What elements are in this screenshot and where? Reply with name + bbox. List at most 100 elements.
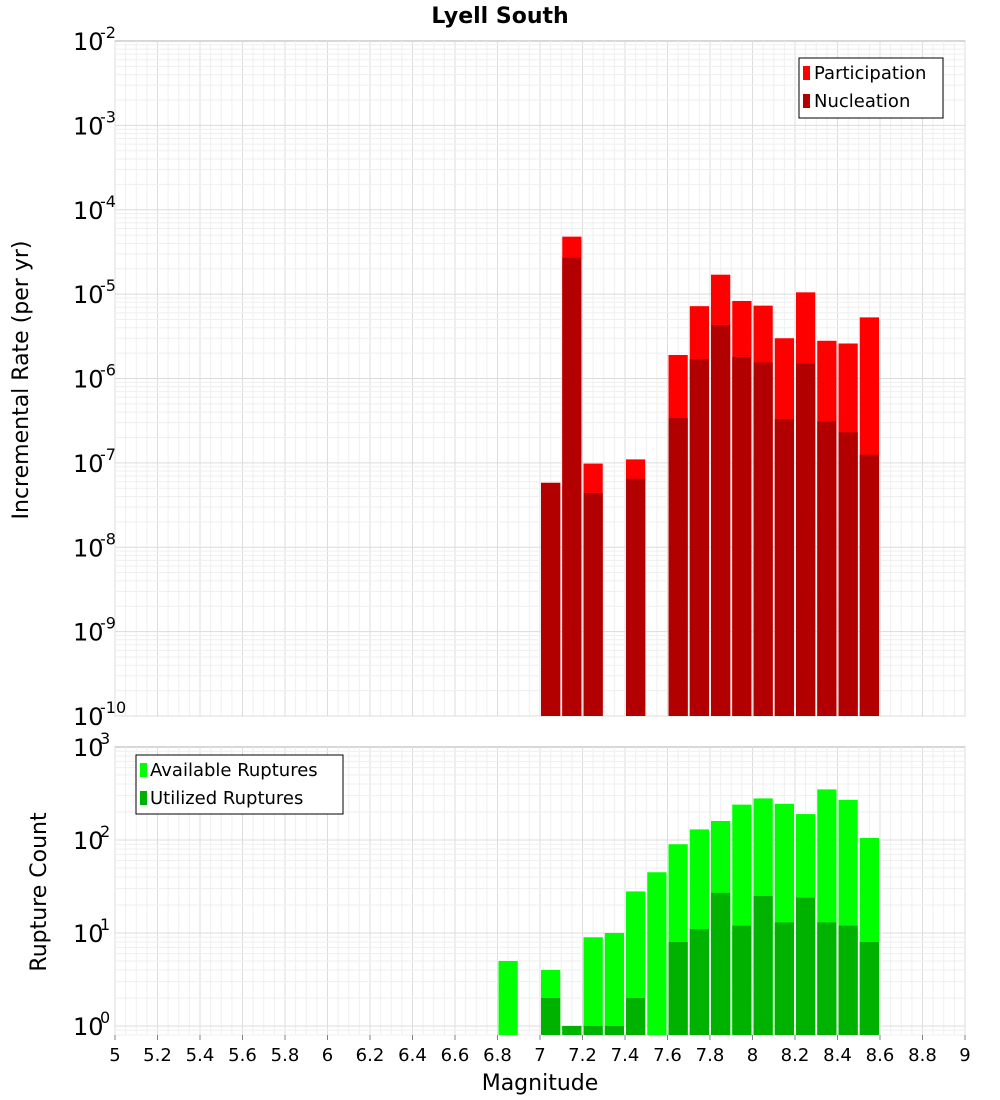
x-tick-label: 5.8 [271, 1045, 300, 1066]
bar-utilized [562, 1025, 582, 1035]
x-axis-label: Magnitude [482, 1071, 599, 1096]
legend-swatch-nucleation [803, 94, 810, 108]
y-tick-label: 10 [73, 734, 104, 762]
x-tick-label: 8.2 [781, 1045, 810, 1066]
y-tick-label: 10 [73, 827, 104, 855]
y-tick-label: 10 [73, 703, 104, 731]
bar-nucleation [838, 432, 858, 716]
bar-utilized [626, 997, 646, 1035]
rate-grid [114, 41, 966, 717]
bar-available [647, 872, 667, 1035]
bar-utilized [838, 925, 858, 1035]
y-tick-exponent: -10 [100, 698, 126, 717]
bar-nucleation [796, 363, 816, 716]
bar-available [498, 960, 518, 1035]
x-tick-label: 7.8 [696, 1045, 725, 1066]
x-tick-label: 8.6 [866, 1045, 895, 1066]
y-tick-label: 10 [73, 920, 104, 948]
bar-utilized [668, 942, 688, 1035]
rate-legend: Participation Nucleation [798, 57, 944, 119]
legend-swatch-utilized [140, 791, 147, 805]
x-tick-label: 7.2 [568, 1045, 597, 1066]
x-tick-label: 8.4 [823, 1045, 852, 1066]
bar-nucleation [774, 419, 794, 716]
y-tick-label: 10 [73, 1013, 104, 1041]
bar-available [583, 937, 603, 1035]
bar-utilized [689, 929, 709, 1035]
y-tick-exponent: -7 [100, 445, 116, 464]
x-tick-label: 7.6 [653, 1045, 682, 1066]
count-legend-box [135, 754, 344, 815]
y-tick-label: 10 [73, 619, 104, 647]
legend-label-nucleation: Nucleation [814, 91, 910, 112]
bar-nucleation [732, 356, 752, 716]
y-tick-exponent: -5 [100, 276, 116, 295]
bar-utilized [859, 942, 879, 1035]
bar-nucleation [859, 454, 879, 716]
y-tick-exponent: 2 [100, 822, 110, 841]
legend-swatch-available [140, 763, 147, 777]
y-tick-label: 10 [73, 450, 104, 478]
rate-bars [541, 236, 879, 716]
bar-utilized [753, 895, 773, 1035]
x-tick-label: 8.8 [908, 1045, 937, 1066]
bar-utilized [711, 892, 731, 1035]
y-tick-exponent: 0 [100, 1008, 110, 1027]
bar-utilized [796, 897, 816, 1035]
legend-label-utilized: Utilized Ruptures [150, 788, 303, 809]
y-tick-label: 10 [73, 534, 104, 562]
x-tick-label: 5.4 [186, 1045, 215, 1066]
y-tick-exponent: 1 [100, 915, 110, 934]
y-tick-exponent: -6 [100, 361, 116, 380]
y-tick-exponent: -3 [100, 107, 116, 126]
bar-nucleation [626, 478, 646, 716]
bar-utilized [817, 922, 837, 1035]
x-tick-label: 7.4 [611, 1045, 640, 1066]
bar-utilized [541, 997, 561, 1035]
rate-y-axis-label: Incremental Rate (per yr) [9, 241, 34, 520]
y-tick-label: 10 [73, 366, 104, 394]
bar-nucleation [753, 362, 773, 716]
bar-nucleation [562, 257, 582, 716]
bar-utilized [583, 1025, 603, 1035]
y-tick-exponent: -9 [100, 614, 116, 633]
x-tick-label: 5 [109, 1045, 120, 1066]
count-y-axis-label: Rupture Count [27, 812, 52, 972]
x-tick-label: 6 [322, 1045, 333, 1066]
legend-label-available: Available Ruptures [150, 760, 318, 781]
x-tick-label: 7 [534, 1045, 545, 1066]
legend-swatch-participation [803, 66, 810, 80]
x-tick-label: 5.6 [228, 1045, 257, 1066]
y-tick-label: 10 [73, 197, 104, 225]
y-tick-exponent: 3 [100, 729, 110, 748]
x-tick-label: 6.4 [398, 1045, 427, 1066]
count-bars [498, 789, 879, 1035]
count-legend: Available Ruptures Utilized Ruptures [135, 754, 344, 815]
x-tick-label: 8 [747, 1045, 758, 1066]
bar-nucleation [583, 492, 603, 716]
y-tick-exponent: -2 [100, 23, 116, 42]
x-tick-label: 5.2 [143, 1045, 172, 1066]
y-tick-label: 10 [73, 112, 104, 140]
y-tick-exponent: -4 [100, 192, 116, 211]
bar-utilized [774, 922, 794, 1035]
y-tick-label: 10 [73, 281, 104, 309]
x-tick-label: 6.8 [483, 1045, 512, 1066]
legend-label-participation: Participation [814, 63, 926, 84]
y-tick-label: 10 [73, 28, 104, 56]
x-tick-label: 6.2 [356, 1045, 385, 1066]
bar-utilized [604, 1025, 624, 1035]
y-tick-exponent: -8 [100, 529, 116, 548]
bar-nucleation [668, 418, 688, 716]
x-tick-label: 6.6 [441, 1045, 470, 1066]
bar-available [604, 932, 624, 1035]
bar-nucleation [541, 482, 561, 716]
x-ticks: 5 5.2 5.4 5.6 5.8 6 6.2 6.4 6.6 6.8 7 7.2 7.4 7.6 7.8 8… [109, 1035, 971, 1066]
chart-title: Lyell South [431, 4, 568, 29]
rate-legend-box [798, 57, 944, 119]
